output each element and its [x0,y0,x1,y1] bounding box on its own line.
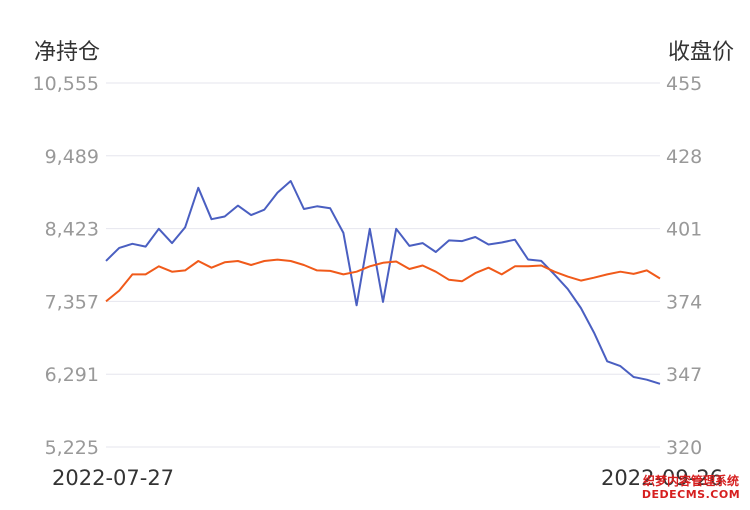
right-axis-ticks: 455 428 401 374 347 320 [666,73,702,459]
x-end-label: 2022-09-26 [601,466,724,490]
left-axis-title: 净持仓 [34,40,101,65]
right-tick-label: 374 [666,291,702,313]
close-price-line [105,258,661,303]
right-tick-label: 320 [666,437,702,459]
right-tick-label: 347 [666,364,702,386]
left-tick-label: 6,291 [45,364,99,386]
x-start-label: 2022-07-27 [52,466,175,490]
series-lines [105,180,661,385]
right-tick-label: 428 [666,146,702,168]
net-position-line [105,180,661,385]
left-axis-ticks: 10,555 9,489 8,423 7,357 6,291 5,225 [33,73,99,459]
right-tick-label: 455 [666,73,702,95]
gridlines [106,82,660,448]
left-tick-label: 9,489 [45,146,99,168]
left-tick-label: 5,225 [45,437,99,459]
watermark-domain: DEDECMS.COM [641,488,741,501]
right-tick-label: 401 [666,219,702,241]
right-axis-title: 收盘价 [667,40,734,65]
watermark-text: 织梦内容管理系统 [642,474,739,488]
left-tick-label: 7,357 [45,291,99,313]
left-tick-label: 8,423 [45,219,99,241]
left-tick-label: 10,555 [33,73,99,95]
